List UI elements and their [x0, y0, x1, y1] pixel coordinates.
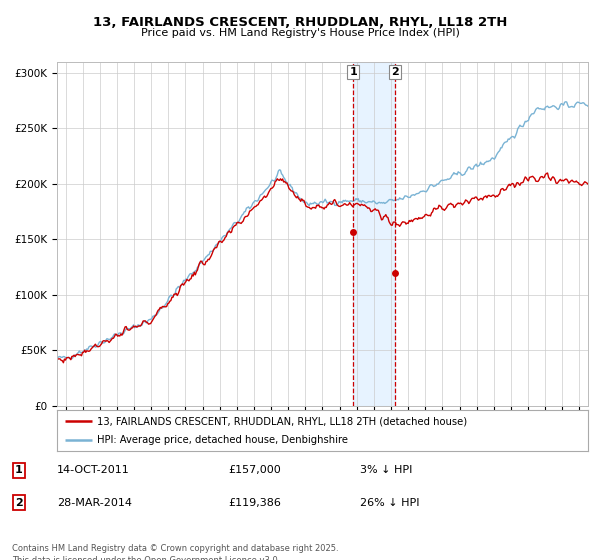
Text: 2: 2 [15, 498, 23, 508]
Text: 26% ↓ HPI: 26% ↓ HPI [360, 498, 419, 508]
Text: HPI: Average price, detached house, Denbighshire: HPI: Average price, detached house, Denb… [97, 435, 348, 445]
Bar [353, 62, 395, 406]
Text: 28-MAR-2014: 28-MAR-2014 [57, 498, 132, 508]
Text: 1: 1 [349, 67, 357, 77]
Text: 3% ↓ HPI: 3% ↓ HPI [360, 465, 412, 475]
Text: 2: 2 [391, 67, 399, 77]
Text: Contains HM Land Registry data © Crown copyright and database right 2025.
This d: Contains HM Land Registry data © Crown c… [12, 544, 338, 560]
Text: 14-OCT-2011: 14-OCT-2011 [57, 465, 130, 475]
Text: £157,000: £157,000 [228, 465, 281, 475]
Text: 1: 1 [15, 465, 23, 475]
Text: 13, FAIRLANDS CRESCENT, RHUDDLAN, RHYL, LL18 2TH: 13, FAIRLANDS CRESCENT, RHUDDLAN, RHYL, … [93, 16, 507, 29]
Text: £119,386: £119,386 [228, 498, 281, 508]
Text: 13, FAIRLANDS CRESCENT, RHUDDLAN, RHYL, LL18 2TH (detached house): 13, FAIRLANDS CRESCENT, RHUDDLAN, RHYL, … [97, 417, 467, 426]
Text: Price paid vs. HM Land Registry's House Price Index (HPI): Price paid vs. HM Land Registry's House … [140, 28, 460, 38]
